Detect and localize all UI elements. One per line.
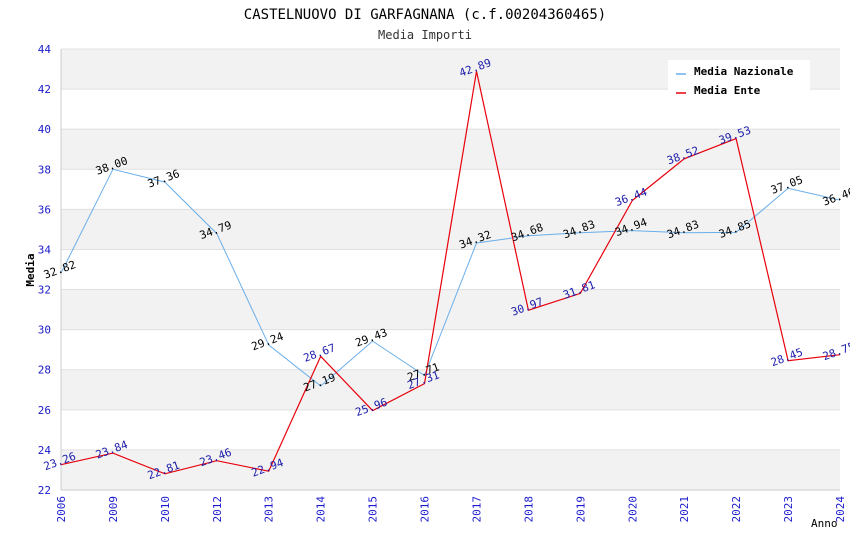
x-tick-label: 2023 [782, 496, 795, 523]
data-label-ente: 28.45 [769, 346, 805, 370]
grid-band [61, 369, 840, 410]
data-label-ente: 28.75 [821, 340, 850, 364]
data-label-nazionale: 37.05 [769, 173, 805, 197]
legend-label-nazionale: Media Nazionale [694, 65, 794, 78]
chart-title: CASTELNUOVO DI GARFAGNANA (c.f.002043604… [244, 7, 606, 23]
data-label-nazionale: 37.36 [146, 167, 182, 191]
x-tick-label: 2010 [159, 496, 172, 523]
y-tick-label: 30 [38, 324, 51, 337]
series-lines [60, 71, 841, 475]
data-label-ente: 36.44 [613, 185, 649, 209]
data-label-nazionale: 32.82 [42, 258, 78, 282]
y-tick-label: 28 [38, 364, 51, 377]
series-line-ente [60, 71, 841, 475]
data-label-nazionale: 36.46 [821, 185, 850, 209]
y-tick-label: 40 [38, 123, 51, 136]
data-labels: 32.8238.0037.3634.7929.2427.1929.4327.71… [42, 56, 850, 482]
data-label-ente: 28.67 [302, 341, 338, 365]
grid-lines [61, 48, 840, 491]
x-tick-label: 2006 [55, 496, 68, 523]
x-tick-label: 2014 [315, 496, 328, 523]
legend: Media Nazionale Media Ente [668, 60, 810, 102]
x-tick-label: 2020 [626, 496, 639, 523]
x-axis-label: Anno [811, 517, 838, 530]
x-tick-label: 2018 [522, 496, 535, 523]
y-tick-label: 22 [38, 484, 51, 497]
x-tick-label: 2019 [574, 496, 587, 523]
y-tick-label: 36 [38, 203, 51, 216]
y-tick-label: 32 [38, 284, 51, 297]
x-tick-label: 2009 [107, 496, 120, 523]
legend-label-ente: Media Ente [694, 84, 761, 97]
y-axis-label: Media [24, 253, 37, 286]
y-tick-label: 38 [38, 163, 51, 176]
y-tick-label: 26 [38, 404, 51, 417]
y-tick-label: 44 [38, 43, 52, 56]
x-tick-label: 2021 [678, 496, 691, 523]
x-tick-label: 2024 [834, 496, 847, 523]
legend-box [668, 60, 810, 102]
y-tick-labels: 22 24 26 28 30 32 34 36 38 40 42 44 [38, 43, 52, 497]
x-tick-labels: 2006 2009 2010 2012 2013 2014 2015 2016 2017 2018… [55, 496, 847, 523]
y-tick-label: 42 [38, 83, 51, 96]
y-tick-label: 24 [38, 444, 52, 457]
grid-band [61, 449, 840, 490]
x-tick-label: 2015 [367, 496, 380, 523]
x-tick-label: 2012 [211, 496, 224, 523]
data-label-nazionale: 29.24 [250, 330, 286, 354]
series-line-nazionale [60, 168, 841, 387]
x-tick-label: 2022 [730, 496, 743, 523]
y-tick-label: 34 [38, 243, 52, 256]
x-tick-label: 2016 [419, 496, 432, 523]
chart-subtitle: Media Importi [378, 28, 472, 42]
x-tick-label: 2017 [470, 496, 483, 523]
grid-bands [61, 49, 840, 490]
x-tick-label: 2013 [263, 496, 276, 523]
